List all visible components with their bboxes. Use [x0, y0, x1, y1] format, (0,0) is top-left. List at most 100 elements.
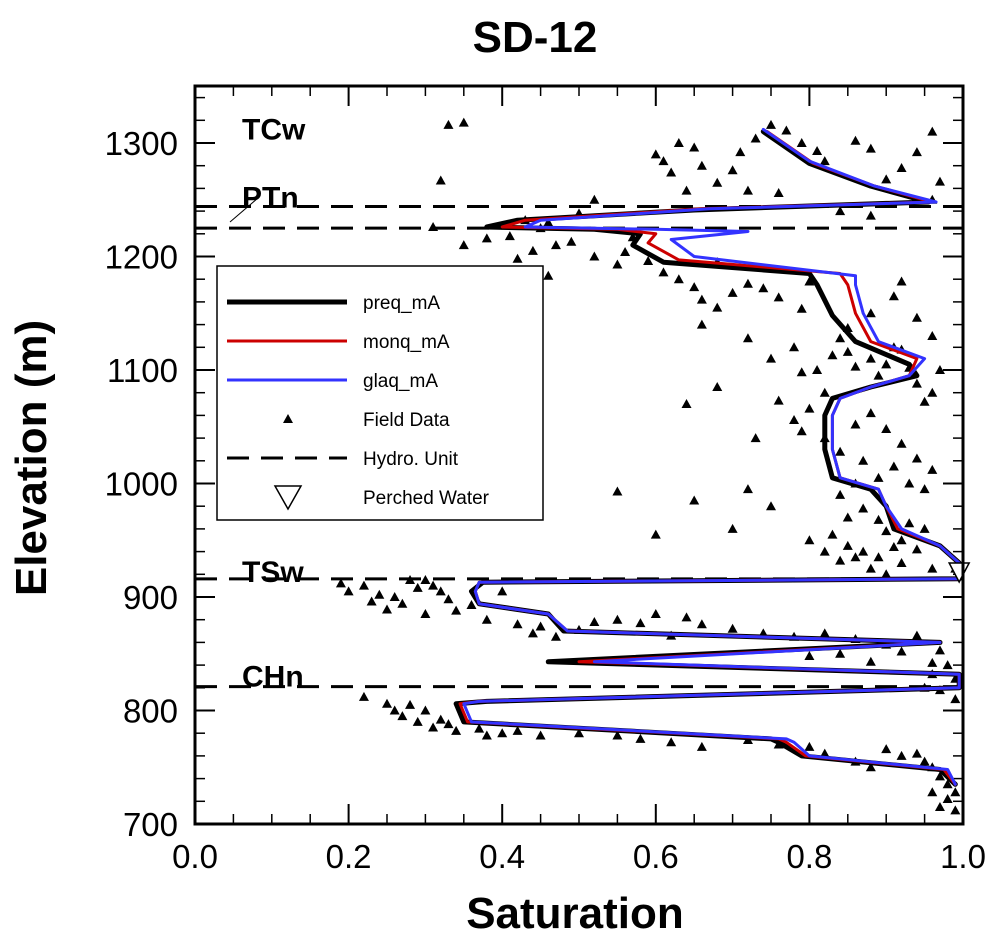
- unit-label-TCw: TCw: [242, 113, 306, 146]
- field-data-point: [911, 453, 922, 463]
- field-data-point: [535, 621, 546, 631]
- field-data-point: [804, 276, 815, 286]
- field-data-point: [881, 359, 892, 369]
- field-data-point: [927, 563, 938, 573]
- field-data-point: [435, 586, 446, 596]
- field-data-point: [742, 333, 753, 343]
- field-data-point: [896, 276, 907, 286]
- field-data-point: [443, 594, 454, 604]
- field-data-point: [789, 414, 800, 424]
- y-axis-title: Elevation (m): [7, 320, 56, 596]
- y-tick-label: 900: [123, 579, 178, 616]
- field-data-point: [543, 270, 554, 280]
- field-data-point: [612, 614, 623, 624]
- x-tick-label: 0.8: [786, 838, 832, 875]
- field-data-point: [335, 578, 346, 588]
- field-data-point: [696, 160, 707, 170]
- field-data-point: [481, 614, 492, 624]
- field-data-point: [819, 156, 830, 166]
- field-data-point: [727, 623, 738, 633]
- field-data-point: [942, 779, 953, 789]
- field-data-point: [911, 378, 922, 388]
- field-data-point: [796, 303, 807, 313]
- field-data-point: [842, 512, 853, 522]
- field-data-point: [428, 722, 439, 732]
- field-data-point: [612, 730, 623, 740]
- field-data-point: [858, 455, 869, 465]
- field-data-point: [873, 552, 884, 562]
- field-data-point: [812, 365, 823, 374]
- field-data-point: [850, 361, 861, 371]
- field-data-point: [865, 353, 876, 363]
- legend-label: Perched Water: [363, 488, 490, 509]
- field-data-point: [658, 267, 669, 277]
- field-data-point: [550, 240, 561, 250]
- field-data-point: [443, 119, 454, 129]
- field-data-point: [865, 308, 876, 318]
- field-data-point: [435, 175, 446, 185]
- field-data-point: [934, 365, 945, 374]
- field-data-point: [881, 174, 892, 184]
- field-data-point: [896, 557, 907, 567]
- unit-label-TSw: TSw: [242, 556, 304, 589]
- field-data-point: [643, 256, 654, 266]
- field-data-point: [835, 206, 846, 216]
- field-data-point: [681, 399, 692, 409]
- field-data-point: [819, 748, 830, 758]
- legend-label: glaq_mA: [363, 371, 438, 392]
- field-data-point: [835, 489, 846, 499]
- field-data-point: [812, 145, 823, 155]
- field-data-point: [666, 737, 677, 747]
- field-data-point: [366, 596, 377, 606]
- field-data-point: [574, 728, 584, 738]
- y-tick-label: 1000: [105, 466, 178, 503]
- field-data-point: [858, 546, 869, 556]
- field-data-point: [904, 518, 915, 528]
- field-data-point: [865, 656, 876, 666]
- field-data-point: [950, 805, 961, 815]
- field-data-point: [451, 605, 462, 615]
- y-tick-label: 800: [123, 693, 178, 730]
- field-data-point: [389, 705, 400, 715]
- field-data-point: [405, 574, 416, 584]
- unit-labels: TCw PTn TSw CHn: [229, 113, 306, 693]
- field-data-point: [796, 426, 807, 436]
- y-tick-label: 1300: [105, 125, 178, 162]
- unit-label-leader: [229, 197, 259, 223]
- field-data-point: [873, 472, 884, 482]
- field-data-point: [689, 282, 700, 292]
- field-data-point: [673, 138, 684, 147]
- field-data-point: [865, 210, 876, 220]
- field-data-point: [896, 750, 907, 760]
- field-data-point: [950, 694, 961, 704]
- field-data-point: [650, 529, 661, 539]
- field-data-point: [750, 133, 761, 143]
- field-data-point: [896, 646, 907, 656]
- field-data-point: [919, 484, 930, 494]
- field-data-point: [696, 319, 707, 329]
- field-data-point: [796, 367, 807, 377]
- field-data-point: [658, 156, 669, 166]
- field-data-point: [397, 711, 408, 721]
- field-data-point: [397, 598, 408, 608]
- field-data-point: [835, 648, 846, 658]
- field-data-point: [850, 419, 861, 429]
- field-data-point: [612, 259, 623, 269]
- field-data-point: [911, 748, 922, 758]
- field-data-point: [896, 162, 907, 172]
- field-data-point: [842, 346, 853, 356]
- field-data-point: [873, 370, 884, 380]
- field-data-point: [481, 233, 492, 243]
- field-data-point: [858, 503, 869, 513]
- field-data-point: [742, 278, 753, 288]
- field-data-point: [819, 628, 830, 638]
- field-data-point: [804, 651, 815, 661]
- x-axis-title: Saturation: [466, 889, 684, 938]
- field-data-point: [835, 333, 846, 343]
- field-data-point: [804, 741, 815, 751]
- field-data-point: [543, 217, 554, 227]
- legend-label: Hydro. Unit: [363, 449, 459, 470]
- field-data-point: [766, 501, 776, 511]
- field-data-point: [727, 523, 738, 533]
- field-data-point: [865, 143, 876, 153]
